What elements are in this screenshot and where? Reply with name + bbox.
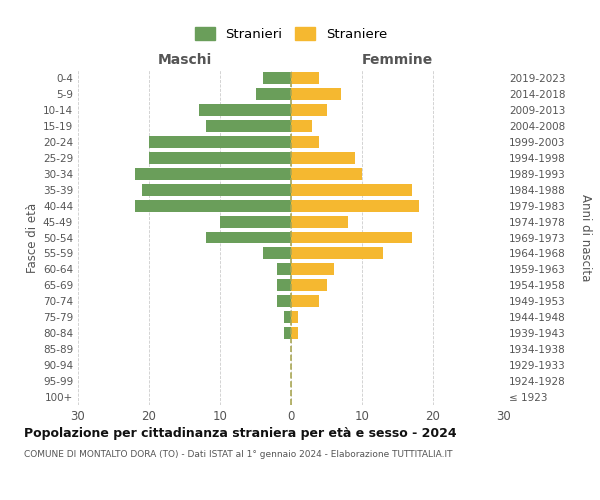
Bar — [291, 280, 326, 291]
Legend: Stranieri, Straniere: Stranieri, Straniere — [191, 23, 391, 45]
Bar — [291, 216, 348, 228]
Bar — [291, 168, 362, 179]
Bar — [284, 327, 291, 339]
Bar — [291, 88, 341, 100]
Bar — [206, 232, 291, 243]
Bar — [291, 72, 319, 84]
Bar — [142, 184, 291, 196]
Bar — [291, 104, 326, 116]
Text: Maschi: Maschi — [157, 52, 212, 66]
Bar — [291, 296, 319, 308]
Bar — [277, 264, 291, 276]
Text: COMUNE DI MONTALTO DORA (TO) - Dati ISTAT al 1° gennaio 2024 - Elaborazione TUTT: COMUNE DI MONTALTO DORA (TO) - Dati ISTA… — [24, 450, 452, 459]
Text: Femmine: Femmine — [362, 52, 433, 66]
Bar — [291, 327, 298, 339]
Bar — [291, 200, 419, 211]
Bar — [291, 248, 383, 260]
Bar — [220, 216, 291, 228]
Bar — [277, 280, 291, 291]
Y-axis label: Fasce di età: Fasce di età — [26, 202, 39, 272]
Bar — [135, 200, 291, 211]
Bar — [199, 104, 291, 116]
Bar — [135, 168, 291, 179]
Bar — [291, 136, 319, 148]
Bar — [263, 248, 291, 260]
Bar — [256, 88, 291, 100]
Bar — [263, 72, 291, 84]
Bar — [284, 312, 291, 323]
Bar — [277, 296, 291, 308]
Bar — [206, 120, 291, 132]
Bar — [291, 232, 412, 243]
Bar — [149, 152, 291, 164]
Bar — [291, 264, 334, 276]
Bar — [291, 184, 412, 196]
Y-axis label: Anni di nascita: Anni di nascita — [580, 194, 593, 281]
Text: Popolazione per cittadinanza straniera per età e sesso - 2024: Popolazione per cittadinanza straniera p… — [24, 428, 457, 440]
Bar — [291, 312, 298, 323]
Bar — [291, 152, 355, 164]
Bar — [291, 120, 313, 132]
Bar — [149, 136, 291, 148]
